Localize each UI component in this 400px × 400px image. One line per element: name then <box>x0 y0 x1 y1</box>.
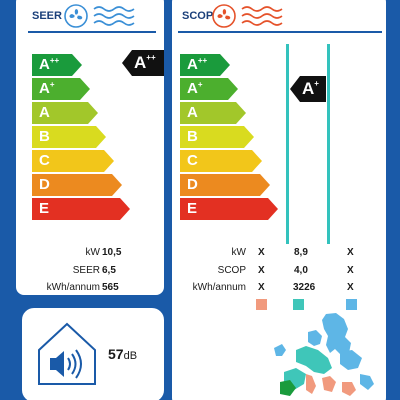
seer-row-seer-label: SEER <box>72 265 100 276</box>
scop-panel: SCOP A++ A+ A B C <box>170 0 388 400</box>
noise-unit: dB <box>123 350 138 362</box>
zone-swatch-average <box>293 299 304 310</box>
seer-row-seer-value: 6,5 <box>102 265 116 276</box>
scop-row-kwh-col1: X <box>258 282 265 293</box>
scop-header-divider <box>178 31 382 33</box>
zone-swatch-warmer <box>256 299 267 310</box>
seer-header-divider <box>28 31 156 33</box>
seer-row-kw-value: 10,5 <box>102 247 122 258</box>
scop-row-kwh-label: kWh/annum <box>192 282 246 293</box>
scop-title: SCOP <box>182 10 214 22</box>
seer-row-kwh-value: 565 <box>102 282 119 293</box>
fan-blue-icon <box>64 4 88 33</box>
scop-row-kw-col2: 8,9 <box>294 247 308 258</box>
speaker-house-icon <box>36 320 98 391</box>
seer-row-kwh-label: kWh/annum <box>46 282 100 293</box>
seer-panel: SEER A++ A+ A B C D <box>14 0 166 297</box>
zone-swatch-colder <box>346 299 357 310</box>
scop-row-kw-label: kW <box>231 247 246 258</box>
fan-red-icon <box>212 4 236 33</box>
scop-row-scop-label: SCOP <box>217 265 246 276</box>
scop-row-scop-col3: X <box>347 265 354 276</box>
scop-row-kwh-col2: 3226 <box>293 282 316 293</box>
scop-row-scop-col1: X <box>258 265 265 276</box>
heat-flow-icon <box>240 4 286 33</box>
air-flow-icon <box>92 4 138 33</box>
scop-row-kwh-col3: X <box>347 282 354 293</box>
scop-row-scop-col2: 4,0 <box>294 265 308 276</box>
seer-row-kw-label: kW <box>85 247 100 258</box>
noise-level: 57dB <box>108 346 137 362</box>
noise-panel: 57dB <box>20 306 166 400</box>
scop-row-kw-col3: X <box>347 247 354 258</box>
noise-value: 57 <box>108 346 124 362</box>
seer-title: SEER <box>32 10 62 22</box>
europe-map-icon <box>266 312 376 400</box>
scop-column-line-2 <box>327 44 330 244</box>
scop-column-line-1 <box>286 44 289 244</box>
scop-row-kw-col1: X <box>258 247 265 258</box>
